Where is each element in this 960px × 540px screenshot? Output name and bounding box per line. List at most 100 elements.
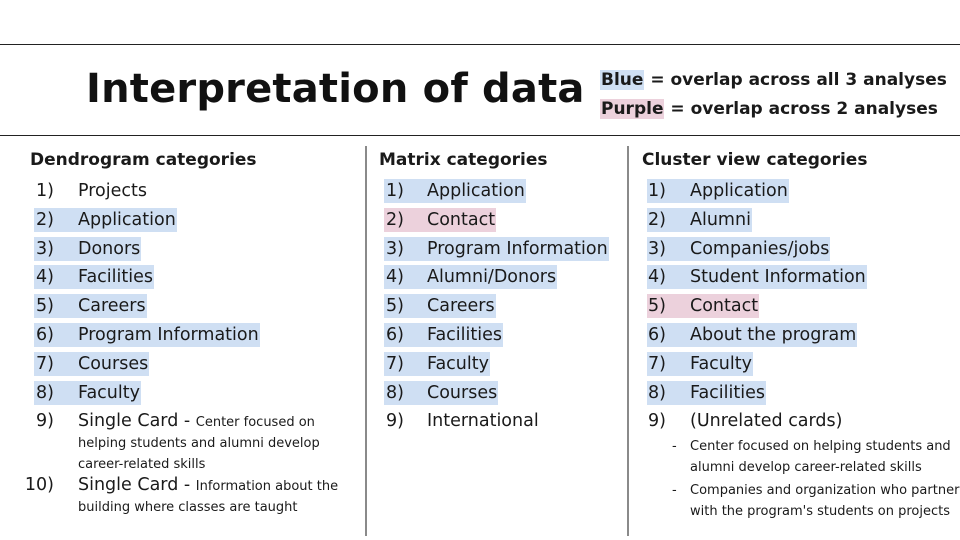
blue-highlight bbox=[384, 294, 496, 319]
item-number: 5) bbox=[648, 296, 666, 317]
item-label: Alumni/Donors bbox=[427, 265, 556, 289]
legend-purple-term: Purple bbox=[600, 99, 665, 119]
header-rule bbox=[0, 135, 960, 136]
item-label: Faculty bbox=[690, 352, 752, 376]
item-number: 9) bbox=[36, 411, 54, 432]
item-label: International bbox=[427, 409, 539, 433]
item-label-text: Application bbox=[78, 209, 176, 230]
item-number: 1) bbox=[386, 181, 404, 201]
item-label-text: Single Card - bbox=[78, 475, 196, 496]
cluster-heading: Cluster view categories bbox=[642, 150, 868, 170]
item-label-text: Facilities bbox=[427, 325, 502, 345]
item-label-detail: Center focused on bbox=[195, 415, 315, 431]
item-number: 9) bbox=[386, 411, 404, 432]
legend-purple: Purple = overlap across 2 analyses bbox=[600, 99, 938, 119]
item-number: 4) bbox=[36, 267, 54, 288]
item-label-text: Contact bbox=[427, 209, 496, 230]
item-label: Program Information bbox=[427, 237, 608, 261]
item-description-line: career-related skills bbox=[78, 456, 206, 472]
item-label-text: Program Information bbox=[78, 325, 259, 345]
item-label: Projects bbox=[78, 179, 147, 203]
blue-highlight bbox=[647, 323, 857, 347]
list-item: 8) Facilities bbox=[0, 380, 960, 405]
blue-highlight bbox=[34, 351, 149, 376]
item-number: 3) bbox=[36, 238, 54, 259]
item-number: 10) bbox=[24, 475, 54, 496]
item-label: (Unrelated cards) bbox=[690, 409, 842, 433]
item-label: Faculty bbox=[78, 381, 140, 405]
blue-highlight bbox=[384, 265, 557, 290]
item-label-text: About the program bbox=[690, 325, 857, 345]
blue-highlight bbox=[34, 380, 141, 405]
item-number: 8) bbox=[648, 382, 666, 403]
item-number: 2) bbox=[36, 209, 54, 230]
list-item: 5) Contact bbox=[0, 294, 960, 319]
item-label: Alumni bbox=[690, 208, 751, 232]
item-number: 1) bbox=[36, 181, 54, 201]
item-label: Faculty bbox=[427, 352, 489, 376]
list-item: 6) About the program bbox=[0, 323, 960, 347]
list-item: 2) Application bbox=[0, 207, 960, 232]
item-label-text: Program Information bbox=[427, 238, 608, 259]
item-label: Application bbox=[690, 179, 788, 203]
blue-highlight bbox=[34, 323, 260, 347]
list-item: 1) Application bbox=[0, 179, 960, 203]
legend-blue: Blue = overlap across all 3 analyses bbox=[600, 70, 947, 90]
blue-highlight bbox=[384, 351, 490, 376]
page-title: Interpretation of data bbox=[86, 66, 585, 112]
item-label-text: Facilities bbox=[690, 382, 765, 403]
item-label-text: International bbox=[427, 411, 539, 432]
purple-highlight bbox=[384, 207, 496, 232]
item-label-text: Application bbox=[427, 181, 525, 201]
legend-blue-text: = overlap across all 3 analyses bbox=[644, 70, 947, 90]
item-number: 6) bbox=[386, 325, 404, 345]
sub-item-line: with the program's students on projects bbox=[690, 503, 950, 519]
item-label: Student Information bbox=[690, 265, 866, 289]
item-description-line: building where classes are taught bbox=[78, 500, 298, 516]
column-divider-1 bbox=[365, 146, 367, 536]
item-label-text: Careers bbox=[427, 296, 495, 317]
item-label-text: Faculty bbox=[690, 353, 752, 374]
list-item: 9) (Unrelated cards) bbox=[0, 409, 960, 433]
item-label-text: Student Information bbox=[690, 267, 866, 288]
item-label: Courses bbox=[427, 381, 497, 405]
item-label: Facilities bbox=[78, 265, 153, 289]
blue-highlight bbox=[647, 380, 766, 405]
item-label-text: Faculty bbox=[78, 382, 140, 403]
item-label: Contact bbox=[690, 294, 758, 318]
item-number: 3) bbox=[386, 238, 404, 259]
item-number: 2) bbox=[386, 209, 404, 230]
item-label-text: Courses bbox=[78, 353, 149, 374]
list-item: 9) Single Card - Center focused on bbox=[0, 409, 960, 433]
item-label-text: Application bbox=[690, 181, 788, 201]
legend-blue-term: Blue bbox=[600, 70, 645, 90]
item-label-text: Contact bbox=[690, 296, 759, 317]
item-number: 5) bbox=[386, 296, 404, 317]
item-label-text: Companies/jobs bbox=[690, 238, 830, 259]
list-item: 6) Facilities bbox=[0, 323, 960, 347]
list-item: 10) Single Card - Information about the bbox=[0, 473, 960, 497]
item-label: Courses bbox=[78, 352, 148, 376]
item-label-text: Alumni bbox=[690, 209, 751, 230]
item-number: 3) bbox=[648, 238, 666, 259]
item-label: Application bbox=[427, 179, 525, 203]
blue-highlight bbox=[384, 323, 503, 347]
list-item: 4) Facilities bbox=[0, 265, 960, 290]
item-number: 7) bbox=[648, 353, 666, 374]
item-label-text: (Unrelated cards) bbox=[690, 411, 843, 432]
item-label-detail: Information about the bbox=[195, 479, 339, 495]
blue-highlight bbox=[647, 179, 789, 203]
sub-item-dash: - bbox=[672, 483, 677, 499]
list-item: 7) Faculty bbox=[0, 351, 960, 376]
item-number: 2) bbox=[648, 209, 666, 230]
item-number: 1) bbox=[648, 181, 666, 201]
item-number: 7) bbox=[36, 353, 54, 374]
purple-highlight bbox=[647, 294, 759, 319]
list-item: 3) Donors bbox=[0, 236, 960, 261]
list-item: 2) Alumni bbox=[0, 207, 960, 232]
item-label-text: Careers bbox=[78, 296, 146, 317]
list-item: 8) Faculty bbox=[0, 380, 960, 405]
item-number: 6) bbox=[648, 325, 666, 345]
list-item: 5) Careers bbox=[0, 294, 960, 319]
blue-highlight bbox=[34, 236, 141, 261]
